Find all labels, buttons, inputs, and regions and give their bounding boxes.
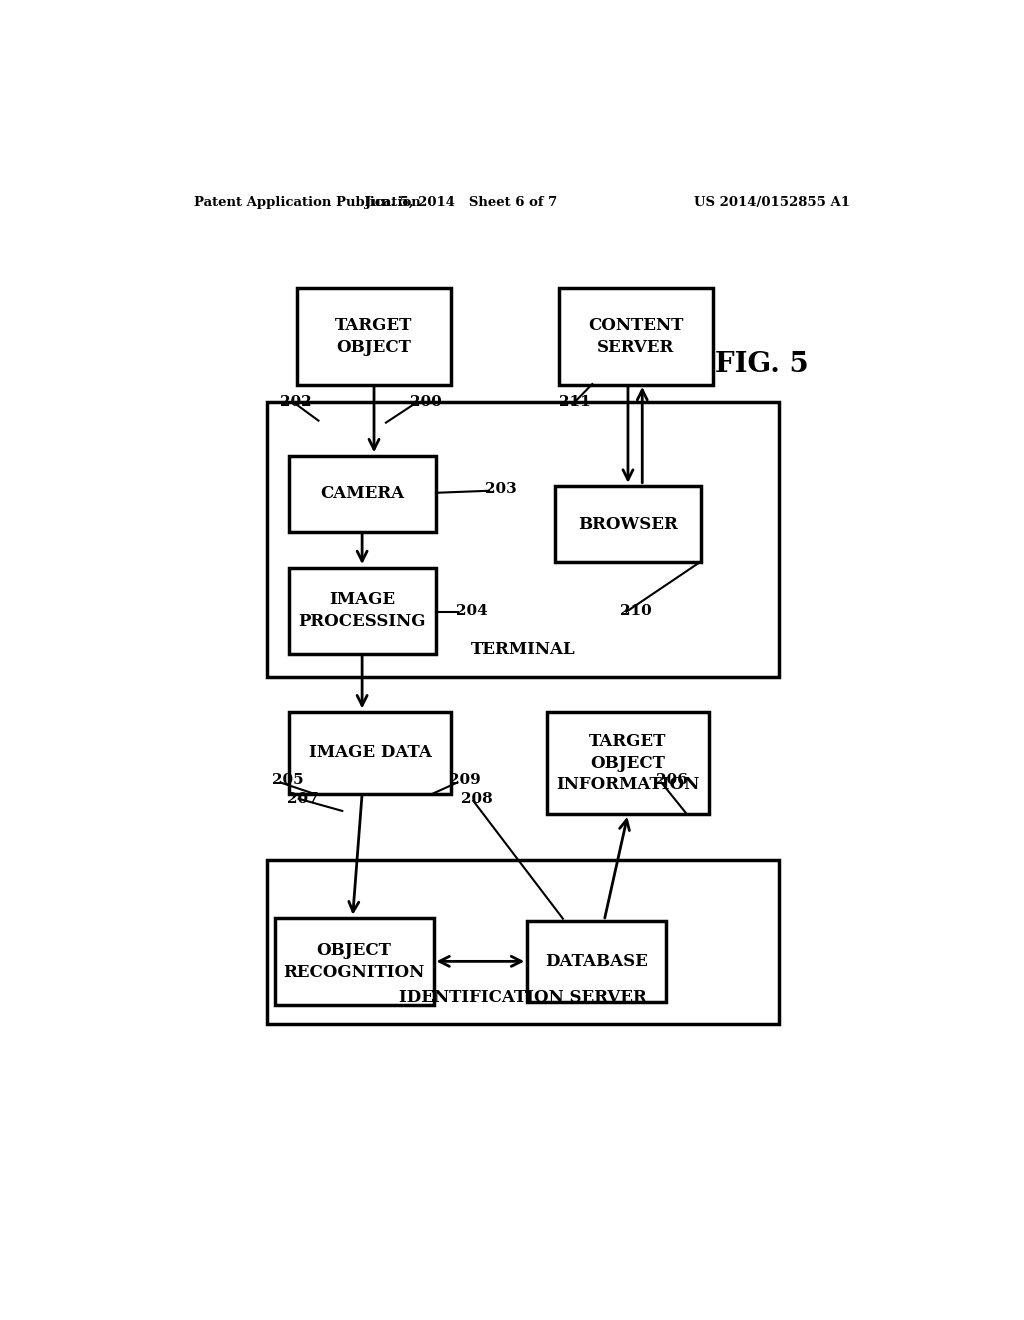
- Text: TARGET
OBJECT
INFORMATION: TARGET OBJECT INFORMATION: [556, 733, 699, 793]
- Text: 209: 209: [450, 774, 481, 788]
- Bar: [289, 455, 435, 532]
- Text: 206: 206: [655, 774, 687, 788]
- Bar: [274, 919, 433, 1005]
- Text: 200: 200: [410, 395, 441, 409]
- Text: CAMERA: CAMERA: [321, 486, 404, 503]
- Text: Jun. 5, 2014   Sheet 6 of 7: Jun. 5, 2014 Sheet 6 of 7: [366, 195, 557, 209]
- Text: 207: 207: [287, 792, 318, 805]
- Text: 208: 208: [461, 792, 494, 805]
- Text: CONTENT
SERVER: CONTENT SERVER: [588, 317, 684, 355]
- Text: Patent Application Publication: Patent Application Publication: [194, 195, 421, 209]
- Text: FIG. 5: FIG. 5: [715, 351, 809, 379]
- Text: 202: 202: [281, 395, 312, 409]
- Text: 204: 204: [456, 603, 487, 618]
- Text: TERMINAL: TERMINAL: [470, 642, 575, 659]
- Text: TARGET
OBJECT: TARGET OBJECT: [335, 317, 413, 355]
- Bar: [297, 288, 452, 384]
- Text: IMAGE DATA: IMAGE DATA: [308, 744, 431, 762]
- Text: 211: 211: [559, 395, 591, 409]
- Text: BROWSER: BROWSER: [579, 516, 678, 533]
- Text: 205: 205: [272, 774, 304, 788]
- Bar: [555, 486, 701, 562]
- Bar: [267, 403, 778, 677]
- Bar: [547, 713, 710, 814]
- Bar: [558, 288, 714, 384]
- Text: OBJECT
RECOGNITION: OBJECT RECOGNITION: [284, 942, 425, 981]
- Text: IDENTIFICATION SERVER: IDENTIFICATION SERVER: [399, 989, 647, 1006]
- Bar: [289, 713, 452, 793]
- Bar: [526, 921, 666, 1002]
- Text: 210: 210: [620, 603, 652, 618]
- Text: DATABASE: DATABASE: [545, 953, 647, 970]
- Bar: [289, 568, 435, 653]
- Text: IMAGE
PROCESSING: IMAGE PROCESSING: [298, 591, 426, 630]
- Text: US 2014/0152855 A1: US 2014/0152855 A1: [694, 195, 850, 209]
- Bar: [267, 859, 778, 1024]
- Text: 203: 203: [485, 482, 517, 496]
